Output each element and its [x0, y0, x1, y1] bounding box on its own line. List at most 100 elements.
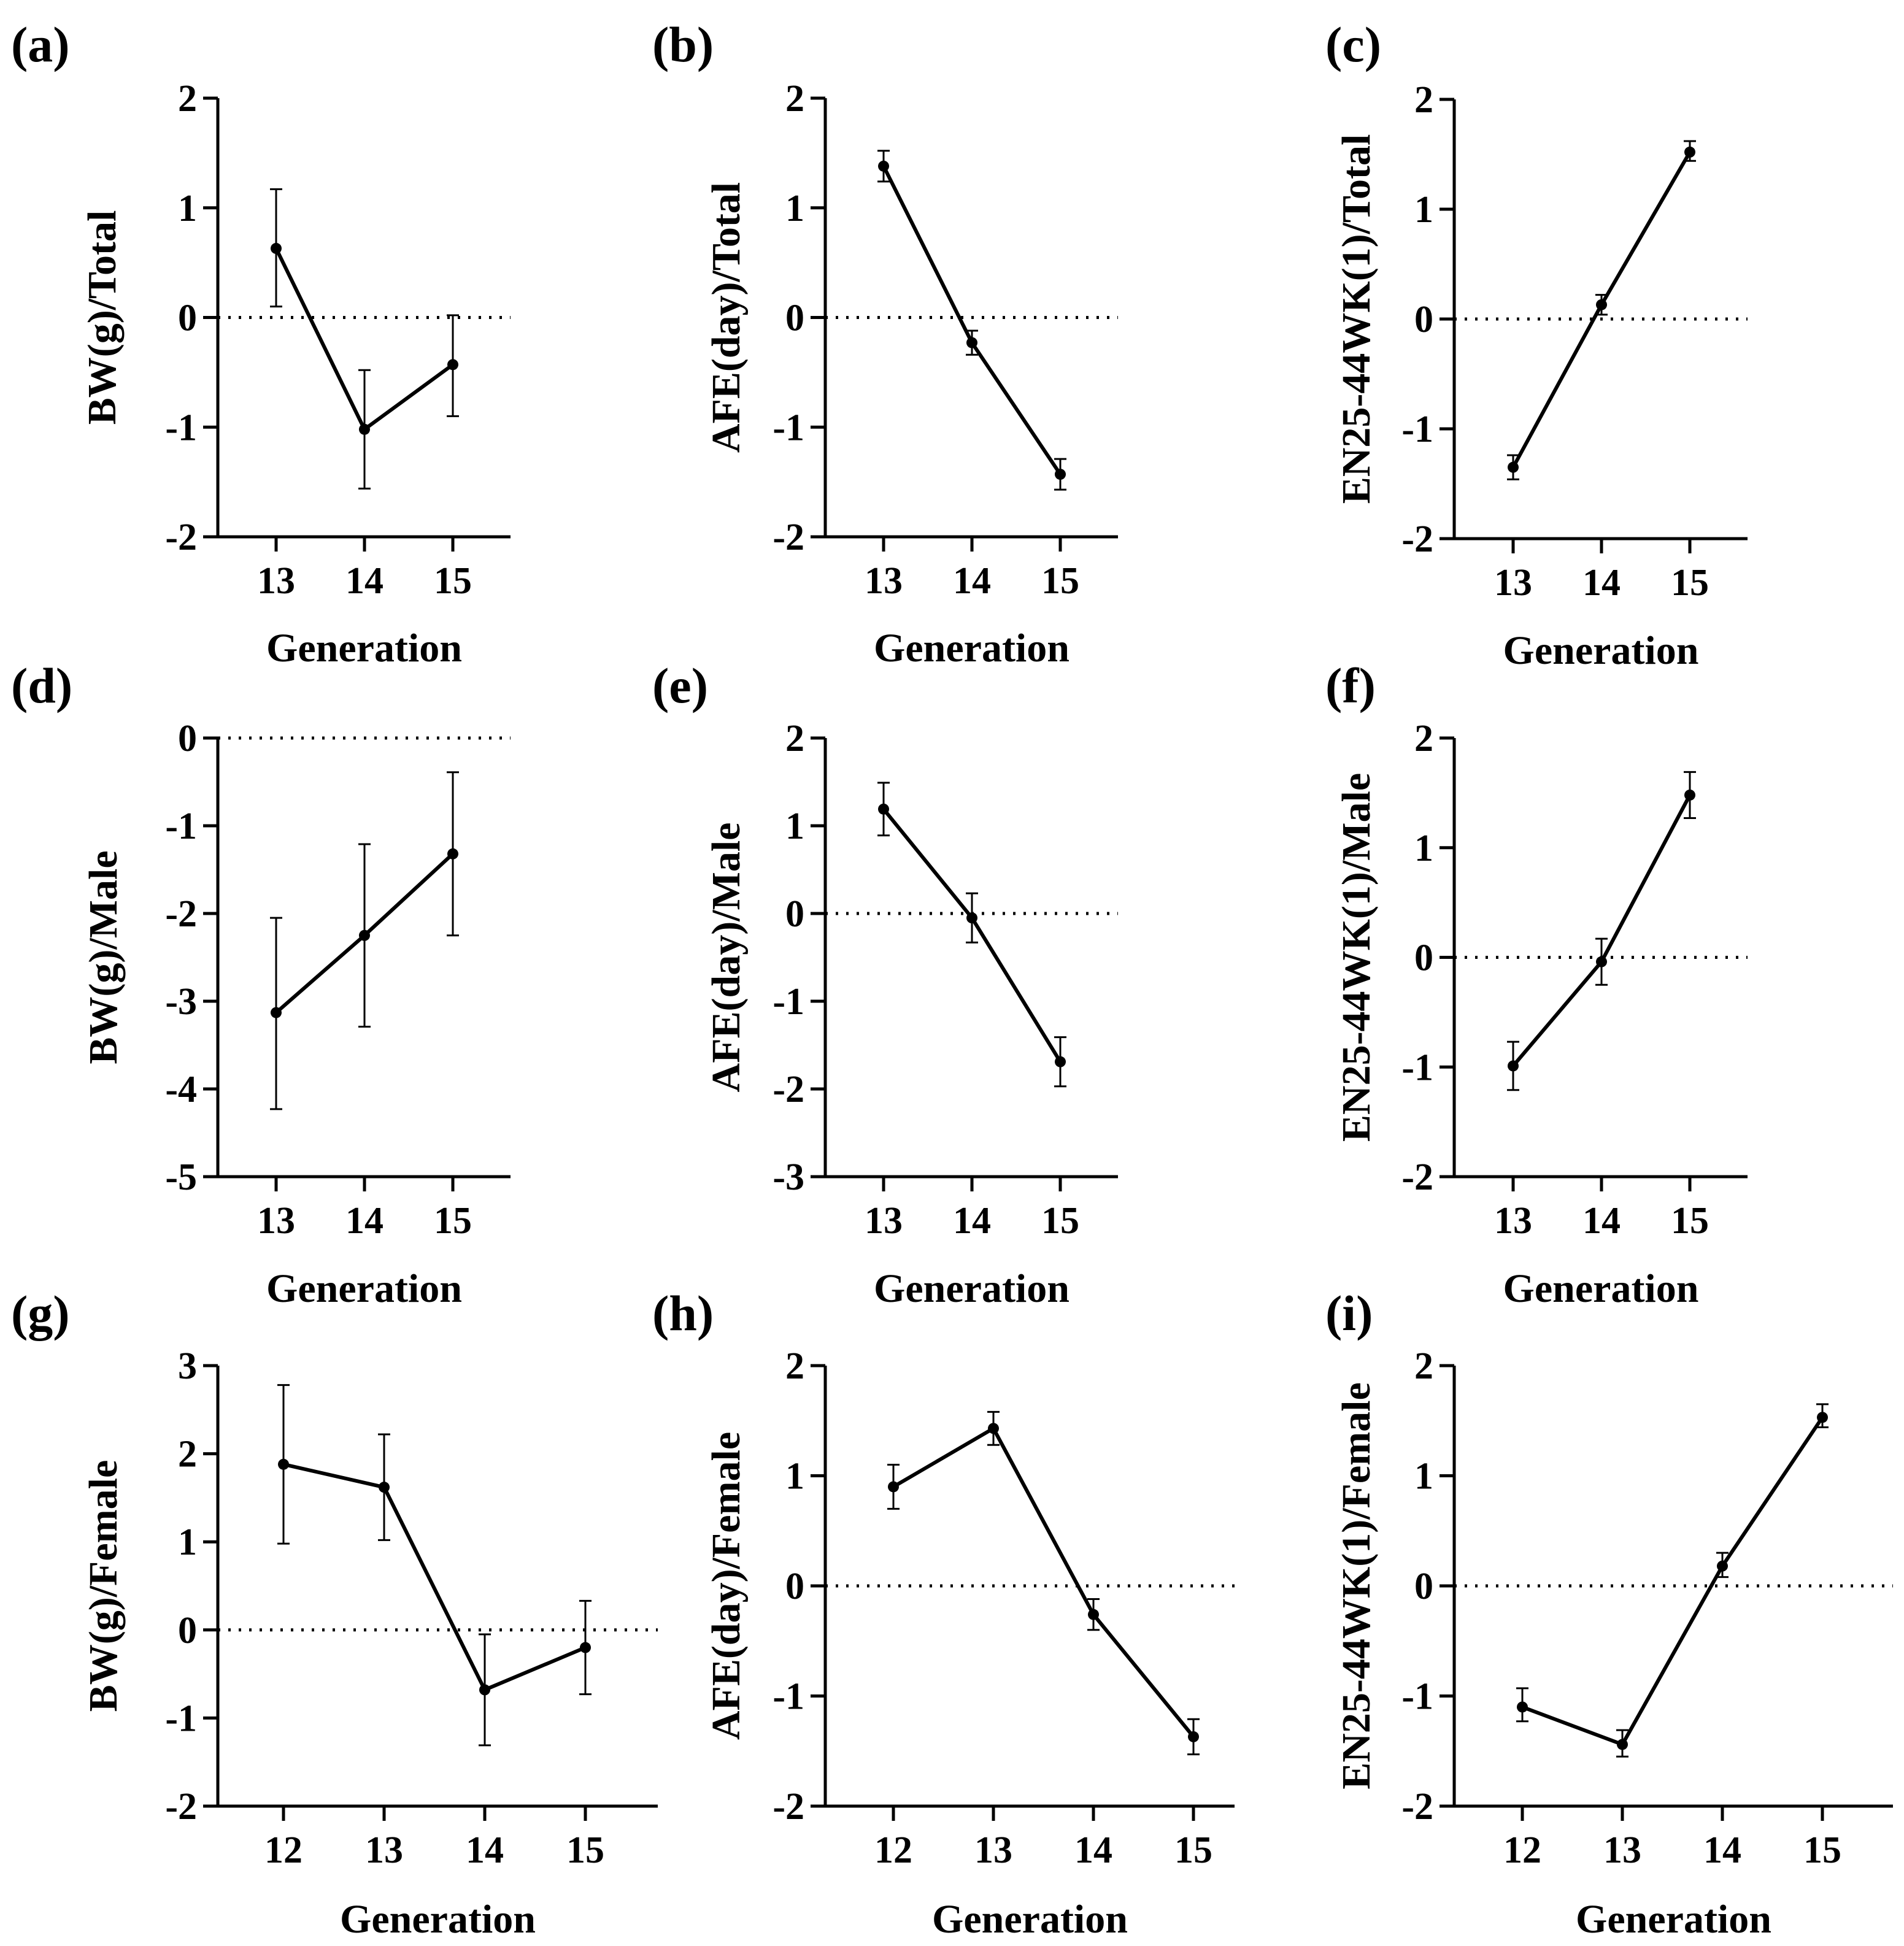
x-tick-label: 14: [1074, 1829, 1112, 1871]
y-tick-label: -1: [773, 407, 804, 448]
y-tick-label: -1: [1401, 409, 1433, 450]
data-point: [359, 423, 370, 435]
data-point: [1684, 146, 1695, 158]
x-tick-label: 15: [1803, 1829, 1841, 1871]
y-tick-label: -2: [1401, 1156, 1433, 1198]
data-point: [1717, 1560, 1728, 1572]
data-point: [1055, 469, 1066, 480]
y-tick-label: 1: [785, 1456, 804, 1498]
y-tick-label: 2: [178, 1434, 197, 1475]
y-tick-label: 2: [1414, 1345, 1433, 1387]
y-tick-label: -1: [165, 1698, 197, 1739]
x-tick-label: 13: [1494, 562, 1532, 604]
data-point: [1508, 1060, 1519, 1072]
series-line: [1521, 1416, 1824, 1747]
x-tick-label: 15: [1041, 1200, 1079, 1242]
panel-label: (b): [652, 17, 714, 72]
x-axis-title: Generation: [1503, 628, 1699, 673]
data-point: [278, 1458, 289, 1470]
y-tick-label: -1: [165, 806, 197, 847]
x-tick-label: 15: [1174, 1829, 1212, 1871]
y-tick-label: -2: [165, 893, 197, 935]
data-point: [379, 1482, 390, 1493]
y-tick-label: -1: [773, 981, 804, 1023]
data-point: [988, 1423, 999, 1434]
y-tick-label: 1: [1414, 189, 1433, 231]
y-tick-label: -4: [165, 1069, 197, 1110]
y-tick-label: -1: [1401, 1676, 1433, 1718]
y-tick-label: 2: [1414, 79, 1433, 121]
x-axis-title: Generation: [266, 1266, 462, 1311]
panel-label: (a): [11, 17, 70, 72]
y-tick-label: -1: [773, 1676, 804, 1718]
data-point: [1188, 1731, 1199, 1742]
data-point: [1088, 1609, 1099, 1620]
y-tick-label: -1: [165, 407, 197, 448]
data-point: [359, 929, 370, 941]
data-point: [447, 359, 458, 371]
x-tick-label: 13: [1494, 1200, 1532, 1242]
y-tick-label: 2: [1414, 718, 1433, 760]
series-line: [882, 165, 1062, 475]
data-point: [1596, 299, 1607, 310]
y-tick-label: 0: [178, 1610, 197, 1652]
x-tick-label: 12: [264, 1829, 303, 1871]
x-tick-label: 15: [434, 560, 472, 602]
y-tick-label: -2: [165, 517, 197, 558]
x-tick-label: 14: [1582, 562, 1621, 604]
y-tick-label: -2: [165, 1786, 197, 1828]
x-tick-label: 15: [1041, 560, 1079, 602]
y-tick-label: 1: [785, 806, 804, 847]
y-tick-label: 0: [178, 298, 197, 339]
y-tick-label: 1: [178, 188, 197, 229]
x-tick-label: 12: [1503, 1829, 1541, 1871]
y-tick-label: -3: [165, 981, 197, 1023]
x-axis-title: Generation: [266, 626, 462, 671]
panel-label: (c): [1325, 17, 1381, 72]
y-tick-label: -5: [165, 1156, 197, 1198]
y-tick-label: 0: [785, 1566, 804, 1607]
y-tick-label: 0: [1414, 299, 1433, 340]
data-point: [878, 160, 889, 172]
y-tick-label: 2: [785, 1345, 804, 1387]
y-axis-title: EN25-44WK(1)/Female: [1334, 1382, 1379, 1790]
data-point: [1517, 1701, 1528, 1713]
x-axis-title: Generation: [932, 1897, 1128, 1942]
y-tick-label: 2: [785, 718, 804, 760]
data-point: [1617, 1739, 1628, 1750]
series-line: [892, 1426, 1195, 1738]
y-tick-label: -3: [773, 1156, 804, 1198]
x-tick-label: 13: [257, 1200, 295, 1242]
y-axis-title: AFE(day)/Total: [704, 182, 749, 453]
data-point: [878, 803, 889, 815]
y-tick-label: -2: [773, 1786, 804, 1828]
y-tick-label: 1: [1414, 828, 1433, 869]
data-point: [479, 1684, 490, 1696]
chart-panel-d: (d) -5 -4 -3 -2 -1 0 13 14 15 Generation BW(g)/Male: [11, 658, 511, 1311]
y-tick-label: 3: [178, 1345, 197, 1387]
data-point: [271, 1007, 282, 1018]
y-tick-label: 2: [178, 78, 197, 120]
y-tick-label: -2: [1401, 518, 1433, 560]
y-tick-label: 1: [785, 188, 804, 229]
x-axis-title: Generation: [874, 626, 1070, 671]
x-tick-label: 15: [434, 1200, 472, 1242]
x-tick-label: 13: [365, 1829, 403, 1871]
x-tick-label: 14: [1582, 1200, 1621, 1242]
x-tick-label: 13: [865, 1200, 903, 1242]
x-tick-label: 12: [874, 1829, 912, 1871]
y-tick-label: -2: [1401, 1786, 1433, 1828]
x-axis-title: Generation: [1503, 1266, 1699, 1311]
x-tick-label: 14: [345, 560, 383, 602]
panel-label: (g): [11, 1285, 70, 1341]
x-tick-label: 13: [1603, 1829, 1641, 1871]
panel-label: (f): [1325, 658, 1376, 713]
data-point: [1684, 789, 1695, 801]
panel-label: (h): [652, 1285, 714, 1341]
